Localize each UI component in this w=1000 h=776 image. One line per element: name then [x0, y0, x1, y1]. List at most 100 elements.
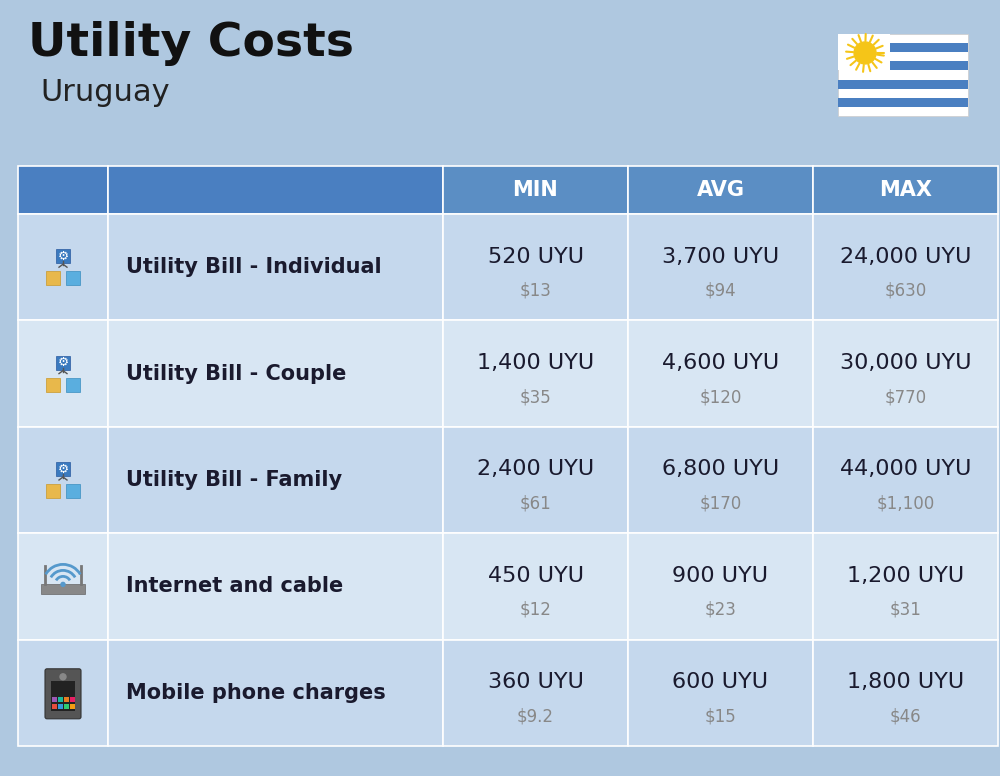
- Bar: [108, 533, 443, 639]
- Text: Utility Bill - Individual: Utility Bill - Individual: [126, 257, 382, 277]
- Bar: [52, 704, 57, 708]
- Text: MIN: MIN: [513, 180, 558, 200]
- Circle shape: [61, 583, 65, 587]
- Bar: [628, 320, 813, 427]
- Circle shape: [854, 42, 876, 64]
- Text: 600 UYU: 600 UYU: [672, 672, 768, 692]
- Text: $23: $23: [705, 601, 736, 618]
- Bar: [838, 61, 968, 71]
- Bar: [18, 533, 108, 639]
- Bar: [56, 249, 70, 263]
- Text: $12: $12: [520, 601, 551, 618]
- Bar: [628, 427, 813, 533]
- Bar: [18, 320, 108, 427]
- Bar: [58, 704, 63, 708]
- Bar: [18, 214, 108, 320]
- Bar: [838, 98, 968, 107]
- Bar: [443, 427, 628, 533]
- Bar: [56, 355, 70, 369]
- Text: ⚙: ⚙: [57, 462, 69, 476]
- Bar: [443, 320, 628, 427]
- Bar: [443, 214, 628, 320]
- Text: 450 UYU: 450 UYU: [488, 566, 584, 586]
- Text: 30,000 UYU: 30,000 UYU: [840, 353, 971, 373]
- Text: ⚙: ⚙: [57, 250, 69, 263]
- Text: 900 UYU: 900 UYU: [672, 566, 768, 586]
- Bar: [108, 214, 443, 320]
- Text: 1,400 UYU: 1,400 UYU: [477, 353, 594, 373]
- Bar: [108, 320, 443, 427]
- Bar: [838, 34, 890, 71]
- Bar: [628, 533, 813, 639]
- Bar: [18, 166, 108, 214]
- Text: $61: $61: [520, 494, 551, 512]
- Bar: [813, 214, 998, 320]
- Text: $35: $35: [520, 388, 551, 406]
- Bar: [443, 639, 628, 746]
- Text: $630: $630: [884, 282, 927, 300]
- Bar: [443, 533, 628, 639]
- Text: 4,600 UYU: 4,600 UYU: [662, 353, 779, 373]
- Bar: [813, 427, 998, 533]
- Bar: [628, 166, 813, 214]
- Text: 6,800 UYU: 6,800 UYU: [662, 459, 779, 480]
- Bar: [108, 166, 443, 214]
- Bar: [70, 697, 75, 702]
- Bar: [58, 697, 63, 702]
- Text: Mobile phone charges: Mobile phone charges: [126, 683, 386, 703]
- Bar: [838, 43, 968, 52]
- Text: 2,400 UYU: 2,400 UYU: [477, 459, 594, 480]
- Circle shape: [60, 674, 66, 680]
- Bar: [64, 704, 69, 708]
- Bar: [41, 584, 85, 594]
- Text: MAX: MAX: [879, 180, 932, 200]
- Text: Utility Bill - Couple: Utility Bill - Couple: [126, 364, 346, 383]
- Text: 520 UYU: 520 UYU: [488, 247, 584, 267]
- Bar: [46, 271, 60, 286]
- Text: 360 UYU: 360 UYU: [488, 672, 583, 692]
- Bar: [18, 427, 108, 533]
- Bar: [56, 462, 70, 476]
- Text: 1,800 UYU: 1,800 UYU: [847, 672, 964, 692]
- Bar: [108, 427, 443, 533]
- Bar: [628, 639, 813, 746]
- Bar: [443, 166, 628, 214]
- Bar: [46, 378, 60, 392]
- Bar: [838, 80, 968, 88]
- Text: 1,200 UYU: 1,200 UYU: [847, 566, 964, 586]
- Text: $13: $13: [520, 282, 551, 300]
- Text: $94: $94: [705, 282, 736, 300]
- Bar: [813, 166, 998, 214]
- Bar: [46, 484, 60, 498]
- Bar: [64, 697, 69, 702]
- Bar: [813, 533, 998, 639]
- Bar: [838, 34, 968, 116]
- Bar: [51, 681, 75, 711]
- Text: $770: $770: [884, 388, 927, 406]
- Text: $15: $15: [705, 707, 736, 726]
- Bar: [18, 639, 108, 746]
- FancyBboxPatch shape: [45, 669, 81, 719]
- Text: 3,700 UYU: 3,700 UYU: [662, 247, 779, 267]
- Bar: [52, 697, 57, 702]
- Bar: [66, 484, 80, 498]
- Bar: [813, 639, 998, 746]
- Text: $170: $170: [699, 494, 742, 512]
- Bar: [70, 704, 75, 708]
- Bar: [813, 320, 998, 427]
- Text: AVG: AVG: [696, 180, 744, 200]
- Text: 24,000 UYU: 24,000 UYU: [840, 247, 971, 267]
- Text: 44,000 UYU: 44,000 UYU: [840, 459, 971, 480]
- Text: Internet and cable: Internet and cable: [126, 577, 343, 597]
- Text: Utility Costs: Utility Costs: [28, 21, 354, 66]
- Text: ⚙: ⚙: [57, 356, 69, 369]
- Text: $46: $46: [890, 707, 921, 726]
- Text: $1,100: $1,100: [876, 494, 935, 512]
- Text: Uruguay: Uruguay: [40, 78, 170, 107]
- Text: $120: $120: [699, 388, 742, 406]
- Bar: [66, 378, 80, 392]
- Text: $31: $31: [890, 601, 921, 618]
- Bar: [108, 639, 443, 746]
- Text: Utility Bill - Family: Utility Bill - Family: [126, 470, 342, 490]
- Bar: [66, 271, 80, 286]
